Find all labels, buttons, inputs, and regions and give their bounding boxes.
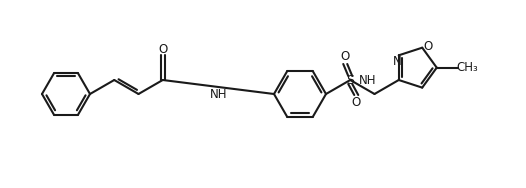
Text: CH₃: CH₃ bbox=[457, 61, 479, 74]
Text: S: S bbox=[346, 74, 354, 86]
Text: O: O bbox=[423, 40, 433, 53]
Text: NH: NH bbox=[359, 74, 376, 87]
Text: O: O bbox=[341, 51, 350, 64]
Text: N: N bbox=[393, 55, 402, 68]
Text: NH: NH bbox=[210, 87, 227, 101]
Text: O: O bbox=[351, 96, 361, 108]
Text: O: O bbox=[158, 43, 167, 56]
